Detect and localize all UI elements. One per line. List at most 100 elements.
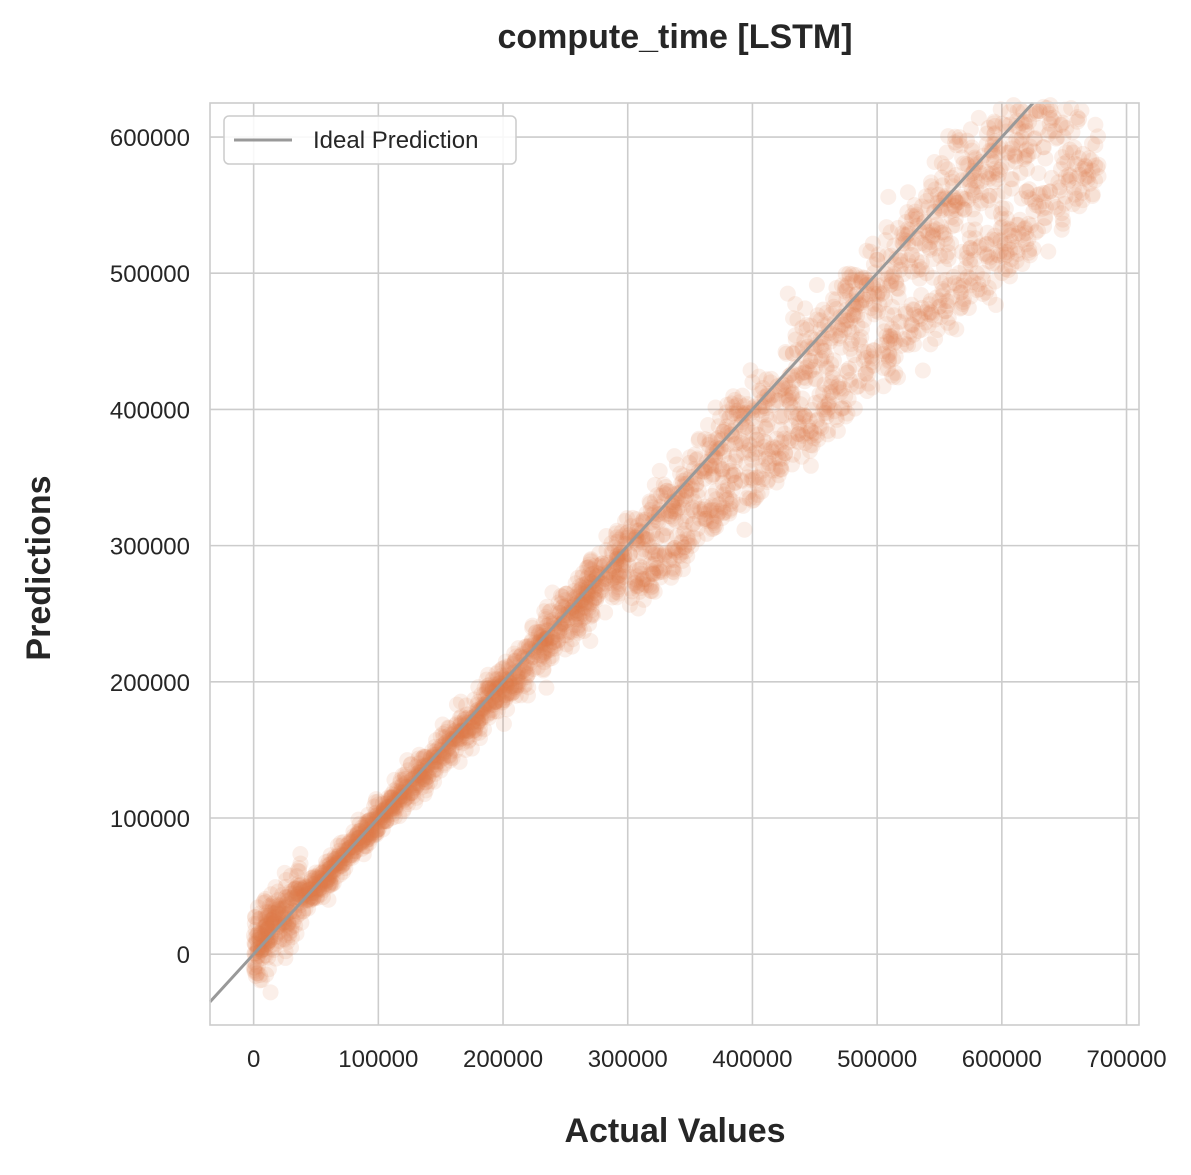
- data-point: [344, 849, 361, 866]
- data-point: [402, 778, 419, 795]
- data-point: [712, 432, 729, 449]
- data-point: [674, 472, 691, 489]
- data-point: [937, 271, 954, 288]
- data-point: [892, 313, 909, 330]
- data-point: [540, 651, 557, 668]
- data-point: [1008, 216, 1025, 233]
- data-point: [537, 608, 554, 625]
- data-point: [291, 877, 308, 894]
- data-point: [1018, 183, 1035, 200]
- data-point: [485, 696, 502, 713]
- data-point: [712, 409, 729, 426]
- data-point: [537, 630, 554, 647]
- data-point: [507, 680, 524, 697]
- data-point: [935, 224, 952, 241]
- data-point: [821, 399, 838, 416]
- data-point: [1031, 103, 1048, 120]
- data-point: [910, 322, 927, 339]
- data-point: [647, 552, 664, 569]
- data-point: [358, 838, 375, 855]
- data-point: [615, 557, 632, 574]
- data-point: [845, 297, 862, 314]
- data-point: [884, 298, 901, 315]
- data-point: [427, 761, 444, 778]
- data-point: [397, 768, 414, 785]
- data-point: [382, 801, 399, 818]
- data-point: [1038, 99, 1055, 116]
- data-point: [257, 921, 274, 938]
- data-point: [267, 879, 284, 896]
- data-point: [1065, 179, 1082, 196]
- data-point: [292, 846, 309, 863]
- data-point: [961, 230, 978, 247]
- data-point: [778, 345, 795, 362]
- data-point: [504, 684, 521, 701]
- data-point: [807, 371, 824, 388]
- data-point: [703, 458, 720, 475]
- data-point: [515, 656, 532, 673]
- data-point: [276, 899, 293, 916]
- data-point: [521, 640, 538, 657]
- data-point: [318, 872, 335, 889]
- data-point: [948, 137, 965, 154]
- grid-lines: [210, 103, 1139, 1025]
- data-point: [1053, 221, 1070, 238]
- data-point: [276, 864, 293, 881]
- data-point: [735, 444, 752, 461]
- data-point: [550, 631, 567, 648]
- data-point: [811, 386, 828, 403]
- data-point: [616, 546, 633, 563]
- data-point: [512, 687, 529, 704]
- data-point: [480, 705, 497, 722]
- data-point: [866, 285, 883, 302]
- data-point: [790, 425, 807, 442]
- data-point: [1028, 103, 1045, 120]
- data-point: [776, 407, 793, 424]
- data-point: [507, 687, 524, 704]
- data-point: [641, 537, 658, 554]
- data-point: [328, 868, 345, 885]
- data-point: [696, 431, 713, 448]
- data-point: [780, 434, 797, 451]
- data-point: [288, 868, 305, 885]
- data-point: [634, 559, 651, 576]
- data-point: [320, 891, 337, 908]
- data-point: [322, 856, 339, 873]
- data-point: [984, 255, 1001, 272]
- data-point: [644, 525, 661, 542]
- data-point: [256, 918, 273, 935]
- data-point: [286, 880, 303, 897]
- data-point: [538, 611, 555, 628]
- data-point: [757, 450, 774, 467]
- data-point: [675, 525, 692, 542]
- data-point: [566, 616, 583, 633]
- data-point: [970, 276, 987, 293]
- data-point: [733, 432, 750, 449]
- data-point: [453, 708, 470, 725]
- data-point: [658, 528, 675, 545]
- data-point: [262, 912, 279, 929]
- data-point: [794, 390, 811, 407]
- data-point: [318, 853, 335, 870]
- data-point: [847, 267, 864, 284]
- data-point: [307, 873, 324, 890]
- data-point: [667, 544, 684, 561]
- data-point: [270, 899, 287, 916]
- data-point: [724, 493, 741, 510]
- data-point: [1090, 168, 1107, 185]
- data-point: [608, 584, 625, 601]
- data-point: [812, 352, 829, 369]
- x-tick-label: 700000: [1086, 1046, 1166, 1073]
- data-point: [727, 474, 744, 491]
- data-point: [549, 632, 566, 649]
- data-point: [253, 942, 270, 959]
- data-point: [967, 230, 984, 247]
- data-point: [842, 340, 859, 357]
- data-point: [252, 943, 269, 960]
- data-point: [704, 467, 721, 484]
- data-point: [880, 188, 897, 205]
- data-point: [658, 482, 675, 499]
- data-point: [663, 508, 680, 525]
- data-point: [897, 213, 914, 230]
- data-point: [291, 863, 308, 880]
